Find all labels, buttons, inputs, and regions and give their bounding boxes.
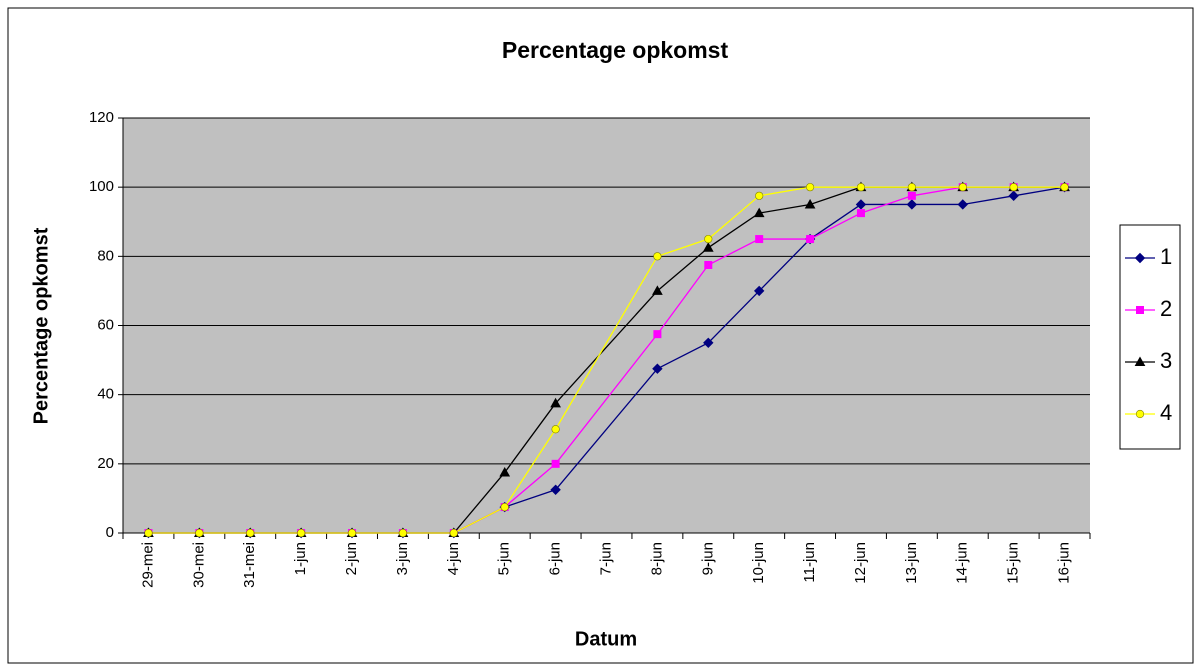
legend-marker — [1136, 306, 1144, 314]
data-point — [347, 528, 357, 538]
data-point — [1008, 190, 1019, 202]
y-tick-label: 20 — [97, 455, 114, 472]
data-point — [144, 528, 153, 538]
data-point — [398, 528, 408, 538]
x-tick-label: 2-jun — [343, 542, 360, 575]
legend — [1119, 224, 1181, 450]
data-point — [195, 528, 204, 538]
x-axis-label: Datum — [575, 628, 637, 650]
data-point — [957, 199, 968, 210]
x-tick-label: 30-mei — [190, 542, 207, 588]
gap-connector — [555, 290, 658, 404]
data-point — [550, 397, 561, 408]
gap-connector — [555, 333, 658, 465]
x-tick-label: 16-jun — [1056, 542, 1073, 584]
data-point — [551, 459, 560, 468]
legend-label: 3 — [1160, 348, 1172, 373]
x-tick-label: 8-jun — [648, 542, 665, 575]
data-point — [906, 199, 918, 210]
gap-connector — [555, 256, 658, 430]
gap-connector — [555, 368, 658, 491]
legend-marker — [1134, 356, 1146, 366]
y-tick-label: 60 — [97, 316, 114, 333]
data-point — [1009, 183, 1018, 192]
data-point — [703, 337, 714, 348]
y-tick-label: 0 — [106, 524, 114, 541]
data-point — [297, 528, 306, 538]
x-tick-label: 3-jun — [394, 542, 411, 575]
data-point — [704, 234, 713, 244]
x-tick-label: 14-jun — [954, 542, 971, 584]
data-point — [958, 183, 967, 192]
data-point — [856, 209, 865, 218]
chart-title: Percentage opkomst — [502, 37, 729, 63]
data-point — [804, 198, 816, 209]
x-tick-label: 1-jun — [292, 542, 309, 575]
legend-label: 1 — [1160, 244, 1172, 269]
data-point — [907, 191, 916, 200]
data-point — [755, 235, 764, 244]
data-point — [652, 285, 663, 295]
x-tick-label: 31-mei — [241, 542, 258, 588]
x-tick-label: 29-mei — [139, 542, 156, 588]
y-tick-label: 40 — [97, 386, 114, 403]
y-tick-label: 100 — [89, 178, 114, 195]
data-point — [753, 285, 765, 297]
data-point — [855, 199, 867, 210]
x-tick-label: 11-jun — [801, 542, 818, 583]
data-point — [755, 191, 764, 200]
data-point — [652, 363, 663, 374]
data-point — [653, 252, 662, 261]
x-tick-label: 6-jun — [547, 542, 564, 575]
y-tick-label: 80 — [97, 247, 114, 264]
y-axis-label: Percentage opkomst — [30, 227, 52, 424]
x-tick-label: 15-jun — [1005, 542, 1022, 584]
x-tick-label: 7-jun — [597, 542, 614, 575]
data-point — [550, 484, 561, 495]
data-point — [499, 466, 511, 477]
data-point — [805, 183, 815, 192]
data-point — [551, 425, 560, 434]
data-point — [246, 528, 255, 538]
legend-marker — [1135, 409, 1145, 419]
data-point — [806, 235, 815, 244]
legend-label: 2 — [1160, 296, 1172, 321]
x-tick-label: 12-jun — [852, 542, 869, 584]
data-point — [753, 207, 765, 218]
data-point — [907, 183, 916, 192]
data-point — [1060, 183, 1069, 192]
data-point — [702, 242, 714, 252]
x-tick-label: 9-jun — [699, 542, 716, 575]
data-point — [653, 330, 662, 339]
x-tick-label: 4-jun — [445, 542, 462, 575]
x-tick-label: 5-jun — [496, 542, 513, 575]
x-tick-label: 10-jun — [750, 542, 767, 584]
data-point — [500, 502, 509, 512]
x-tick-label: 13-jun — [903, 542, 920, 584]
data-point — [856, 183, 866, 192]
legend-label: 4 — [1160, 400, 1172, 425]
y-tick-label: 120 — [89, 109, 114, 126]
data-point — [704, 260, 713, 269]
data-point — [449, 528, 458, 538]
legend-marker — [1134, 252, 1146, 264]
